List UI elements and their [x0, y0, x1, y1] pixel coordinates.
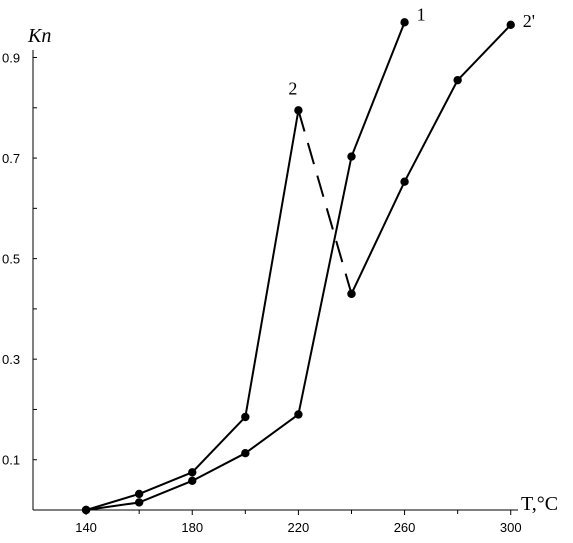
y-tick-label: 0.7 — [2, 151, 20, 166]
y-tick-label: 0.1 — [2, 453, 20, 468]
data-point — [81, 505, 91, 515]
data-point — [294, 410, 303, 419]
series-segment — [350, 21, 406, 157]
data-point — [294, 106, 303, 115]
series-segment — [138, 479, 193, 504]
x-tick-label: 140 — [75, 520, 97, 535]
series-segment — [297, 156, 353, 415]
data-point — [134, 489, 144, 499]
data-point — [347, 289, 356, 299]
x-tick-label: 180 — [181, 520, 203, 535]
y-axis-title-main: Kп — [27, 25, 51, 47]
series-label: 2 — [288, 78, 297, 98]
plot-series: 1 2 2' — [81, 4, 535, 515]
y-axis: Kп 0.1 0.3 0.5 0.7 0.9 — [2, 25, 51, 510]
series-segment — [85, 501, 140, 511]
data-point — [506, 20, 515, 30]
series-segment — [191, 452, 246, 482]
series-segment — [244, 110, 300, 418]
series-label: 2' — [523, 11, 535, 31]
data-point — [134, 498, 144, 507]
data-point — [241, 412, 250, 422]
data-point — [241, 448, 250, 458]
series-segment — [138, 471, 193, 495]
data-point — [188, 476, 197, 486]
series-segment-dashed — [297, 110, 353, 295]
y-axis-title: Kп — [27, 25, 51, 47]
y-tick-label: 0.9 — [2, 51, 20, 66]
y-tick-label: 0.5 — [2, 252, 20, 267]
x-ticks: 140 180 220 260 300 — [75, 510, 522, 535]
x-axis: T,°C 140 180 220 260 300 — [33, 493, 558, 535]
series-segment — [456, 24, 512, 81]
data-point — [400, 177, 409, 186]
data-point — [347, 152, 356, 161]
series-segment — [244, 413, 299, 454]
x-tick-label: 260 — [394, 520, 416, 535]
y-ticks: 0.1 0.3 0.5 0.7 0.9 — [2, 51, 37, 468]
series-2: 2 — [81, 78, 356, 515]
series-segment — [403, 79, 459, 183]
series-label: 1 — [417, 4, 426, 24]
series-segment — [350, 181, 406, 295]
data-point — [453, 75, 462, 85]
data-point — [188, 468, 197, 477]
x-tick-label: 220 — [288, 520, 310, 535]
series-3: 2' — [347, 11, 535, 299]
x-tick-label: 300 — [500, 520, 522, 535]
x-axis-title: T,°C — [521, 493, 558, 515]
series-segment — [85, 492, 140, 511]
data-point — [400, 18, 409, 27]
series-1: 1 — [81, 4, 426, 515]
y-tick-label: 0.3 — [2, 352, 20, 367]
series-segment — [191, 416, 247, 473]
